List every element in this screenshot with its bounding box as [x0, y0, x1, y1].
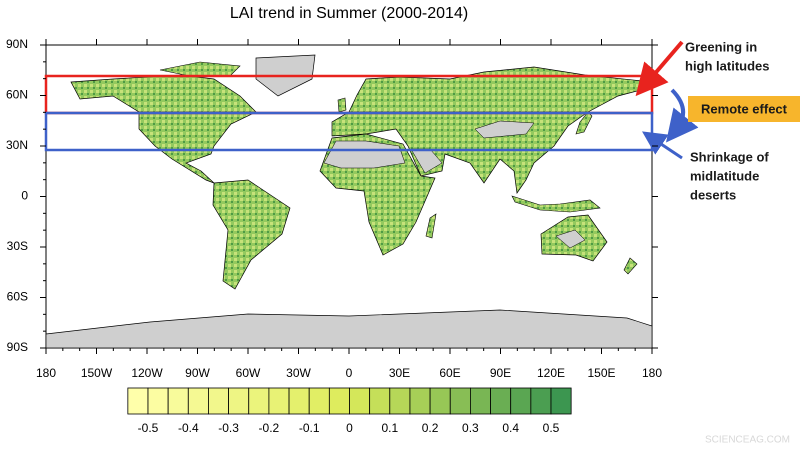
colorbar-box	[490, 387, 512, 415]
colorbar-box	[429, 387, 451, 415]
colorbar-box	[167, 387, 189, 415]
lon-label: 90W	[185, 366, 210, 380]
colorbar-box	[328, 387, 350, 415]
red-arrow	[635, 40, 684, 97]
colorbar-label: 0.2	[422, 421, 439, 435]
watermark: SCIENCEAG.COM	[705, 435, 790, 446]
colorbar-label: 0.3	[462, 421, 479, 435]
lat-label: 30N	[6, 138, 28, 152]
lon-label: 120W	[131, 366, 163, 380]
shrinkage-line: deserts	[690, 187, 736, 202]
lat-axis: 90N 60N 30N 0 30S 60S 90S	[6, 37, 658, 354]
lon-label: 60W	[236, 366, 261, 380]
colorbar-box	[349, 387, 371, 415]
lat-label: 60N	[6, 88, 28, 102]
greening-annotation: Greening in high latitudes	[685, 39, 770, 73]
uk	[337, 97, 347, 113]
lon-label: 30E	[389, 366, 410, 380]
remote-box	[688, 96, 800, 122]
remote-label: Remote effect	[701, 101, 788, 116]
colorbar-box	[147, 387, 169, 415]
central-asia-desert	[474, 120, 535, 139]
north-america	[70, 74, 257, 184]
greening-line: high latitudes	[685, 58, 770, 73]
colorbar-box	[510, 387, 532, 415]
colorbar-box	[389, 387, 411, 415]
land	[45, 54, 653, 349]
colorbar-label: -0.4	[178, 421, 199, 435]
new-zealand	[623, 257, 638, 275]
colorbar-box	[550, 387, 572, 415]
colorbar: -0.5 -0.4 -0.3 -0.2 -0.1 0 0.1 0.2 0.3 0.4 0.5	[127, 387, 572, 435]
colorbar-box	[530, 387, 552, 415]
lon-label: 150W	[81, 366, 113, 380]
lon-label: 120E	[537, 366, 565, 380]
colorbar-box	[268, 387, 290, 415]
lon-label: 0	[346, 366, 353, 380]
shrinkage-line: midlatitude	[690, 168, 759, 183]
lon-axis: 180 150W 120W 90W 60W 30W 0 30E 60E 90E 120E 150E 18…	[36, 39, 662, 380]
lon-label: 150E	[587, 366, 615, 380]
australia-desert	[555, 229, 586, 249]
colorbar-box	[308, 387, 330, 415]
colorbar-label: 0.4	[502, 421, 519, 435]
map-title: LAI trend in Summer (2000-2014)	[230, 5, 468, 22]
colorbar-box	[208, 387, 229, 415]
colorbar-box	[369, 387, 391, 415]
lat-label: 90S	[7, 340, 28, 354]
colorbar-box	[248, 387, 270, 415]
lon-label: 90E	[490, 366, 511, 380]
colorbar-label: -0.3	[218, 421, 239, 435]
south-america	[212, 179, 291, 290]
colorbar-label: -0.1	[299, 421, 320, 435]
shrinkage-annotation: Shrinkage of midlatitude deserts	[690, 149, 769, 202]
lat-label: 30S	[7, 239, 28, 253]
lon-label: 60E	[439, 366, 460, 380]
madagascar	[425, 213, 437, 239]
colorbar-box	[228, 387, 250, 415]
sahara	[323, 140, 406, 169]
colorbar-box	[449, 387, 471, 415]
remote-arrow	[666, 88, 699, 143]
lat-label: 0	[21, 189, 28, 203]
lat-label: 60S	[7, 290, 28, 304]
shrinkage-line: Shrinkage of	[690, 149, 769, 164]
lon-label: 180	[642, 366, 662, 380]
colorbar-box	[127, 387, 149, 415]
indonesia	[511, 195, 601, 213]
colorbar-label: 0.5	[543, 421, 560, 435]
colorbar-box	[469, 387, 491, 415]
lat-label: 90N	[6, 37, 28, 51]
colorbar-label: 0	[346, 421, 353, 435]
colorbar-label: 0.1	[381, 421, 398, 435]
colorbar-label: -0.2	[259, 421, 280, 435]
greening-line: Greening in	[685, 39, 757, 54]
colorbar-box	[288, 387, 310, 415]
colorbar-label: -0.5	[138, 421, 159, 435]
blue-arrow	[642, 131, 683, 160]
colorbar-box	[187, 387, 209, 415]
colorbar-box	[409, 387, 431, 415]
lon-label: 30W	[286, 366, 311, 380]
lon-label: 180	[36, 366, 56, 380]
